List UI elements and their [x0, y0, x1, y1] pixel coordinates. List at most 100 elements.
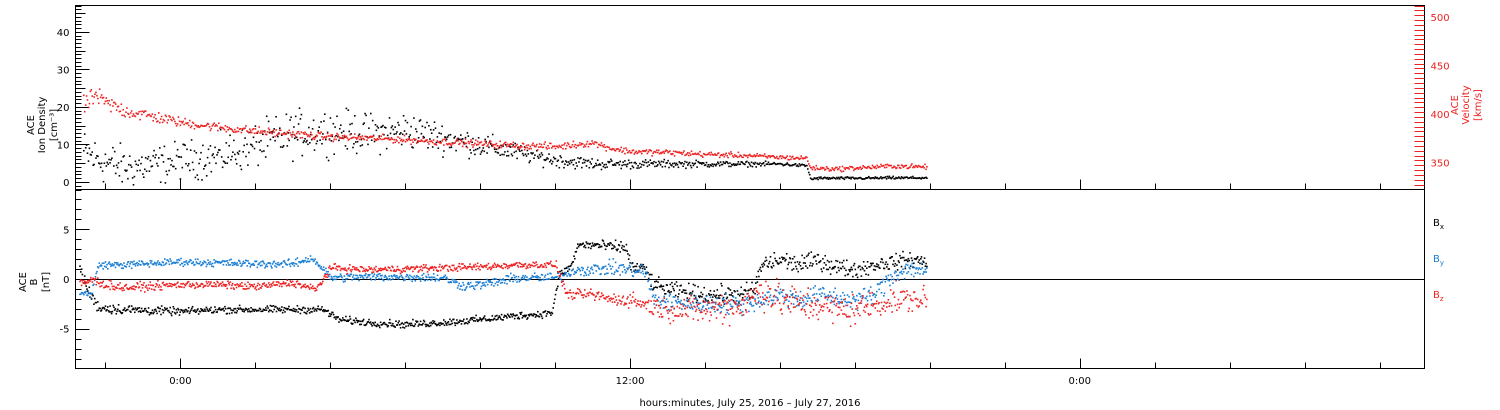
by-point: [530, 276, 533, 279]
bx-point: [740, 286, 742, 289]
bz-point: [459, 268, 462, 271]
bx-point: [593, 245, 595, 247]
bz-point: [380, 269, 383, 272]
bx-point: [423, 320, 426, 323]
by-point: [318, 264, 321, 267]
by-point: [748, 302, 751, 305]
by-point: [767, 303, 769, 306]
bx-point: [590, 245, 593, 248]
bz-point: [458, 262, 460, 265]
bx-point: [427, 324, 430, 326]
velocity-point: [923, 167, 925, 169]
velocity-point: [625, 147, 627, 149]
velocity-point: [320, 131, 322, 133]
bx-point: [535, 314, 537, 316]
velocity-point: [456, 138, 458, 140]
bz-point: [309, 283, 312, 286]
by-point: [271, 267, 273, 269]
bz-point: [224, 285, 227, 287]
bx-point: [355, 319, 358, 322]
density-point: [255, 141, 258, 143]
by-point: [446, 276, 448, 279]
bx-point: [920, 256, 923, 258]
by-point: [785, 293, 787, 296]
bx-point: [885, 261, 887, 263]
bz-point: [640, 306, 642, 308]
by-point: [432, 273, 435, 275]
bx-point: [730, 294, 732, 296]
density-point: [127, 177, 129, 180]
bx-point: [575, 250, 578, 253]
by-point: [504, 279, 507, 282]
bz-point: [287, 284, 289, 286]
bz-point: [113, 285, 115, 288]
density-point: [294, 137, 296, 140]
velocity-point: [381, 138, 383, 141]
density-point: [206, 156, 209, 159]
density-point: [291, 133, 293, 136]
velocity-point: [187, 122, 189, 124]
bx-point: [598, 244, 601, 246]
bz-point: [224, 283, 226, 286]
bx-point: [409, 322, 411, 325]
density-point: [649, 159, 652, 161]
velocity-point: [385, 137, 387, 140]
by-point: [87, 291, 90, 294]
bx-point: [604, 244, 606, 247]
by-point: [379, 275, 382, 277]
by-point: [422, 277, 424, 279]
velocity-point: [696, 153, 698, 156]
density-point: [842, 177, 845, 180]
by-point: [157, 260, 159, 262]
by-point: [476, 284, 478, 286]
velocity-point: [126, 107, 128, 109]
velocity-point: [113, 101, 115, 104]
velocity-point: [837, 168, 839, 171]
by-point: [472, 285, 474, 287]
velocity-point: [469, 140, 471, 143]
density-point: [783, 164, 786, 166]
bx-point: [698, 296, 701, 299]
bz-point: [583, 294, 585, 296]
velocity-point: [415, 142, 418, 144]
by-point: [216, 260, 218, 263]
bx-point: [734, 290, 736, 293]
bx-point: [579, 243, 581, 245]
bx-point: [100, 309, 103, 311]
velocity-point: [829, 169, 832, 171]
bz-point: [569, 289, 571, 291]
bx-point: [924, 265, 927, 267]
by-point: [182, 265, 185, 268]
bx-point: [485, 319, 487, 322]
by-point: [204, 261, 207, 264]
bx-point: [419, 320, 422, 323]
bz-point: [208, 283, 211, 286]
bz-point: [465, 267, 467, 269]
velocity-point: [375, 139, 378, 142]
bz-point: [305, 285, 308, 288]
velocity-point: [590, 143, 592, 145]
density-point: [370, 112, 372, 115]
density-point: [174, 167, 177, 170]
bz-point: [719, 312, 722, 314]
velocity-point: [884, 164, 887, 166]
bz-point: [672, 319, 675, 322]
bz-point: [581, 294, 584, 296]
velocity-point: [219, 127, 221, 129]
density-point: [433, 121, 436, 123]
velocity-point: [86, 99, 89, 101]
density-point: [514, 142, 516, 145]
velocity-point: [765, 156, 768, 158]
by-point: [747, 299, 749, 301]
velocity-point: [708, 152, 711, 154]
bx-point: [819, 261, 821, 263]
velocity-point: [836, 166, 838, 169]
density-point: [141, 156, 143, 158]
bx-point: [903, 259, 906, 262]
bx-point: [748, 297, 751, 299]
bz-point: [128, 288, 131, 290]
by-point: [725, 293, 727, 295]
density-point: [708, 166, 711, 168]
bx-point: [270, 309, 272, 312]
velocity-point: [369, 136, 371, 138]
